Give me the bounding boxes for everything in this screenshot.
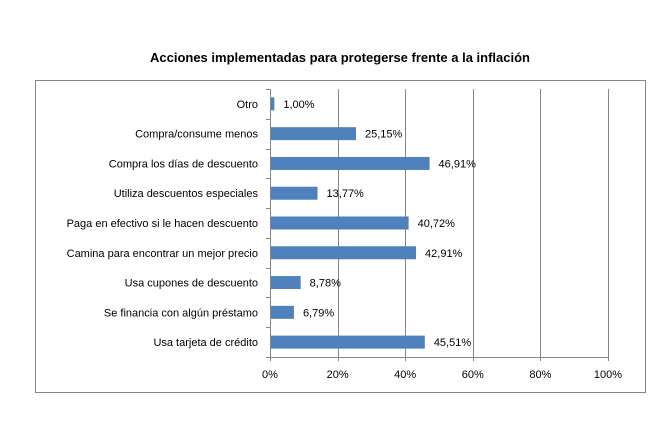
category-label: Utiliza descuentos especiales xyxy=(114,188,259,200)
category-label: Paga en efectivo si le hacen descuento xyxy=(67,218,258,230)
bar xyxy=(271,246,417,260)
x-tick-label: 20% xyxy=(327,369,349,381)
data-label: 13,77% xyxy=(327,188,365,200)
x-axis-ticks: 0% 20% 40% 60% 80% 100% xyxy=(262,369,622,381)
bar xyxy=(271,97,275,111)
bar xyxy=(271,216,409,230)
x-tick-label: 0% xyxy=(262,369,278,381)
x-tick-label: 80% xyxy=(529,369,551,381)
x-tick-label: 100% xyxy=(594,369,622,381)
category-labels: Otro Compra/consume menos Compra los días … xyxy=(67,99,259,349)
category-label: Otro xyxy=(237,99,258,111)
data-label: 42,91% xyxy=(425,248,463,260)
bar xyxy=(271,127,357,141)
category-label: Usa cupones de descuento xyxy=(125,278,258,290)
bar xyxy=(271,335,425,349)
data-label: 8,78% xyxy=(310,278,341,290)
data-label: 46,91% xyxy=(439,158,477,170)
data-label: 45,51% xyxy=(434,337,472,349)
data-label: 1,00% xyxy=(283,99,314,111)
data-label: 6,79% xyxy=(303,307,334,319)
category-label: Compra los días de descuento xyxy=(109,158,258,170)
bar xyxy=(271,156,430,170)
data-label: 40,72% xyxy=(418,218,456,230)
category-label: Se financia con algún préstamo xyxy=(104,307,258,319)
x-tick-label: 40% xyxy=(394,369,416,381)
bar xyxy=(271,276,301,290)
category-label: Camina para encontrar un mejor precio xyxy=(67,248,258,260)
x-tick-label: 60% xyxy=(462,369,484,381)
category-label: Compra/consume menos xyxy=(135,129,258,141)
category-label: Usa tarjeta de crédito xyxy=(153,337,258,349)
bar xyxy=(271,305,294,319)
bars: 1,00% 25,15% 46,91% 13,77% 40,72% 42,91% 8,78%… xyxy=(271,97,476,349)
bar xyxy=(271,186,318,200)
data-label: 25,15% xyxy=(365,129,403,141)
chart-title: Acciones implementadas para protegerse f… xyxy=(150,50,530,65)
